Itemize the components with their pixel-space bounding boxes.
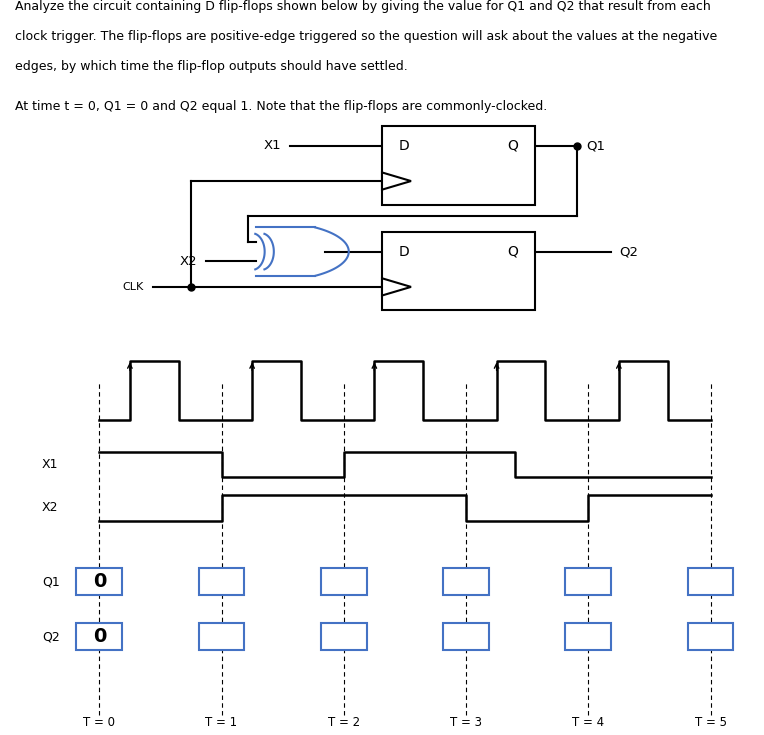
Text: X2: X2 [42,501,59,514]
Bar [688,568,733,595]
Text: T = 2: T = 2 [328,716,360,729]
Text: T = 1: T = 1 [206,716,238,729]
Text: T = 3: T = 3 [450,716,482,729]
Text: Q1: Q1 [42,576,60,588]
Bar [565,623,611,650]
Polygon shape [382,173,411,190]
Text: edges, by which time the flip-flop outputs should have settled.: edges, by which time the flip-flop outpu… [15,60,408,73]
Bar [443,623,489,650]
Text: At time t = 0, Q1 = 0 and Q2 equal 1. Note that the flip-flops are commonly-cloc: At time t = 0, Q1 = 0 and Q2 equal 1. No… [15,100,548,113]
Text: T = 0: T = 0 [83,716,115,729]
Text: D: D [399,245,410,259]
Text: 0: 0 [92,572,106,591]
Bar [443,568,489,595]
Text: CLK: CLK [122,282,144,292]
Polygon shape [382,279,411,295]
Bar [199,623,244,650]
Bar [382,126,535,204]
Text: X2: X2 [180,254,197,268]
Bar [688,623,733,650]
Text: 0: 0 [92,627,106,646]
Text: Q: Q [507,245,518,259]
Text: D: D [399,139,410,153]
Bar [321,568,367,595]
Bar [76,623,122,650]
Text: T = 4: T = 4 [572,716,604,729]
Text: clock trigger. The flip-flops are positive-edge triggered so the question will a: clock trigger. The flip-flops are positi… [15,30,717,43]
Text: Q2: Q2 [42,630,60,643]
Text: X1: X1 [42,458,59,471]
Text: Q1: Q1 [586,139,605,152]
Bar [565,568,611,595]
Bar [76,568,122,595]
Bar [321,623,367,650]
Text: Analyze the circuit containing D flip-flops shown below by giving the value for : Analyze the circuit containing D flip-fl… [15,0,711,13]
Text: Q: Q [507,139,518,153]
Bar [382,232,535,310]
Text: Q2: Q2 [619,245,638,258]
Text: X1: X1 [264,139,281,152]
Bar [199,568,244,595]
Text: T = 5: T = 5 [694,716,727,729]
